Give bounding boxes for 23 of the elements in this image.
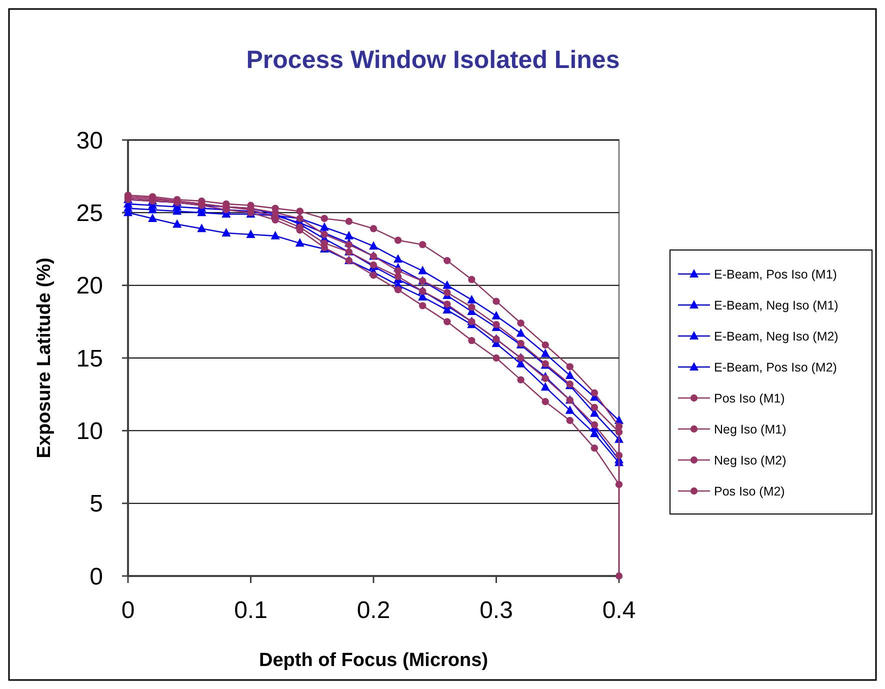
- x-tick-label: 0: [121, 597, 135, 624]
- y-tick-label: 5: [90, 490, 103, 518]
- chart-title: Process Window Isolated Lines: [246, 46, 620, 74]
- x-tick-label: 0.3: [480, 597, 513, 624]
- y-tick-label: 20: [76, 272, 103, 300]
- y-axis-title: Exposure Latitude (%): [34, 258, 55, 458]
- legend-label: Pos Iso (M1): [714, 391, 785, 406]
- x-tick-label: 0.4: [602, 597, 636, 624]
- x-tick-label: 0.2: [356, 597, 390, 624]
- y-tick-label: 25: [76, 200, 103, 228]
- y-tick-label: 0: [90, 563, 103, 590]
- x-axis-title: Depth of Focus (Microns): [258, 650, 488, 671]
- legend-label: E-Beam, Neg Iso (M2): [714, 329, 838, 344]
- legend-label: E-Beam, Pos Iso (M2): [714, 360, 837, 374]
- legend-label: Pos Iso (M2): [714, 484, 785, 498]
- legend-label: E-Beam, Pos Iso (M1): [714, 267, 837, 282]
- legend-label: Neg Iso (M2): [714, 453, 786, 468]
- x-tick-label: 0.1: [234, 597, 268, 624]
- legend-label: E-Beam, Neg Iso (M1): [714, 298, 838, 312]
- y-tick-label: 30: [76, 127, 103, 154]
- y-tick-label: 15: [76, 345, 103, 372]
- legend-label: Neg Iso (M1): [714, 422, 786, 436]
- y-tick-label: 10: [76, 418, 103, 446]
